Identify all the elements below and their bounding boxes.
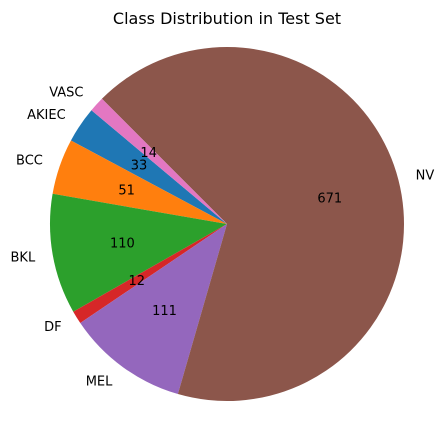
slice-label-nv: NV bbox=[416, 169, 435, 184]
value-label-bcc: 51 bbox=[118, 184, 135, 199]
value-label-akiec: 33 bbox=[131, 159, 148, 174]
chart-title: Class Distribution in Test Set bbox=[113, 9, 341, 28]
pie-slice-nv bbox=[101, 47, 405, 402]
value-label-mel: 111 bbox=[152, 304, 177, 319]
value-label-df: 12 bbox=[129, 274, 146, 289]
slice-label-df: DF bbox=[44, 320, 62, 335]
slice-label-vasc: VASC bbox=[49, 85, 83, 100]
pie-labels: AKIEC 33 BCC 51 BKL 110 DF 12 MEL 111 NV 671 VASC 14 bbox=[11, 85, 435, 389]
pie-slice-akiec bbox=[70, 110, 228, 224]
value-label-nv: 671 bbox=[317, 192, 342, 207]
pie-slices bbox=[49, 47, 405, 402]
pie-slice-bkl bbox=[49, 193, 227, 312]
value-label-vasc: 14 bbox=[140, 146, 157, 161]
value-label-bkl: 110 bbox=[110, 236, 135, 251]
slice-label-bcc: BCC bbox=[16, 154, 43, 169]
pie-slice-mel bbox=[80, 224, 227, 395]
slice-label-akiec: AKIEC bbox=[27, 108, 66, 123]
pie-slice-bcc bbox=[52, 140, 228, 224]
slice-label-mel: MEL bbox=[86, 374, 113, 389]
slice-label-bkl: BKL bbox=[11, 251, 36, 266]
pie-slice-df bbox=[73, 224, 227, 324]
pie-slice-vasc bbox=[91, 98, 227, 224]
